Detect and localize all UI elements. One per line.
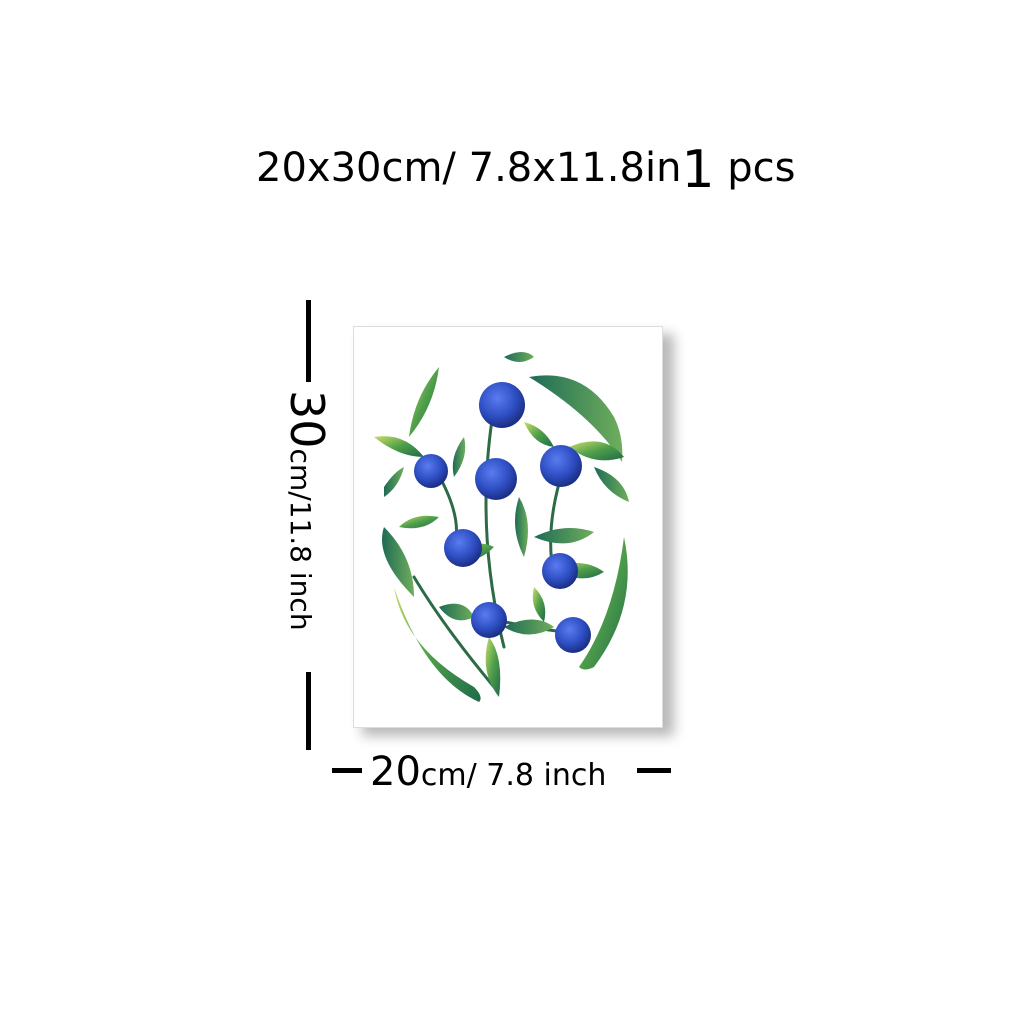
quantity-number: 1 — [681, 140, 715, 200]
height-label: 30cm/11.8 inch — [280, 390, 334, 631]
width-line-left — [332, 768, 362, 773]
width-label: 20cm/ 7.8 inch — [370, 752, 606, 792]
height-line-bottom — [306, 672, 311, 750]
height-line-top — [306, 300, 311, 382]
height-value: 30 — [280, 390, 334, 449]
poster-artwork — [353, 326, 663, 728]
width-line-right — [637, 768, 671, 773]
quantity-unit: pcs — [727, 145, 796, 191]
blueberry-illustration — [374, 352, 629, 702]
leaves — [374, 352, 629, 702]
width-unit: cm/ 7.8 inch — [420, 758, 607, 793]
berries — [414, 382, 591, 653]
height-unit: cm/11.8 inch — [284, 448, 317, 631]
dimensions-text: 20x30cm/ 7.8x11.8in — [256, 145, 682, 191]
size-title: 20x30cm/ 7.8x11.8in1 pcs — [256, 138, 796, 196]
width-value: 20 — [370, 749, 421, 795]
